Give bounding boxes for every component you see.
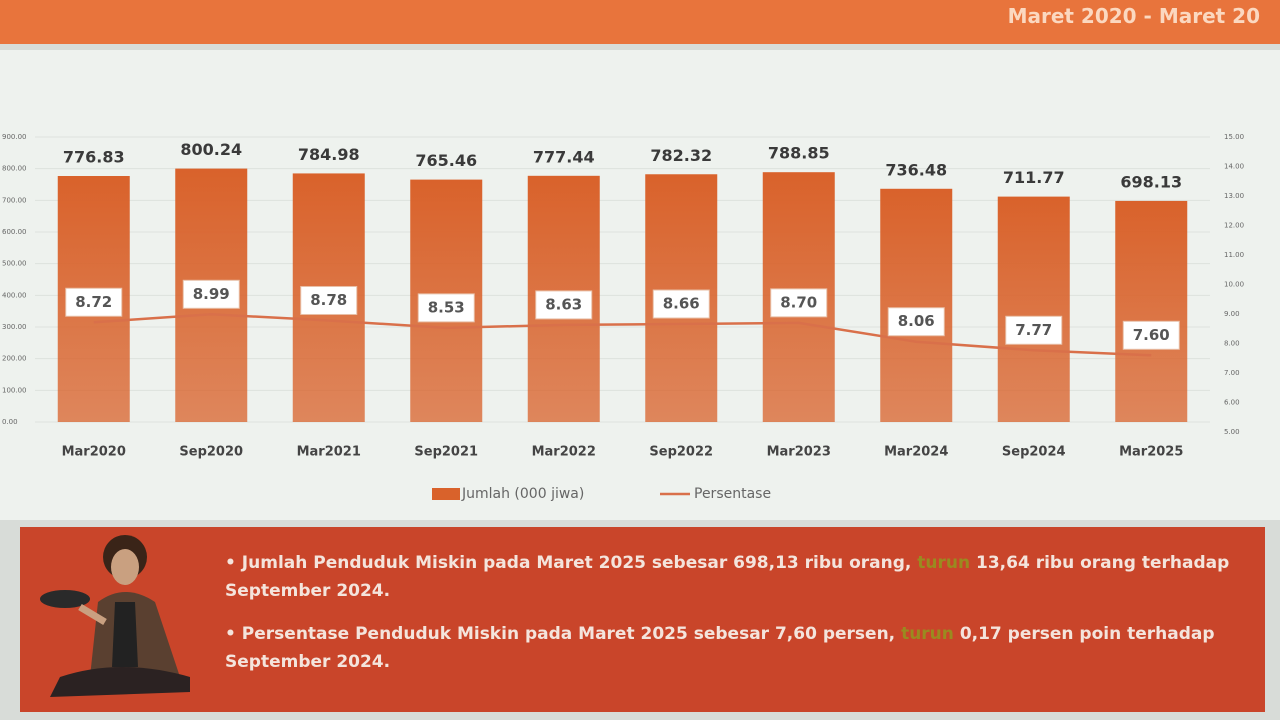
- y-tick-label: 500.00: [2, 260, 27, 268]
- y2-tick-label: 13.00: [1224, 192, 1244, 200]
- y2-tick-label: 8.00: [1224, 340, 1240, 348]
- line-value-label: 8.72: [75, 293, 112, 311]
- bar-value-label: 800.24: [180, 140, 242, 159]
- legend-label: Persentase: [694, 486, 771, 502]
- line-value-label: 8.70: [780, 293, 817, 311]
- y2-tick-label: 10.00: [1224, 281, 1244, 289]
- y2-tick-label: 14.00: [1224, 163, 1244, 171]
- illustration: [40, 535, 190, 697]
- y2-tick-label: 9.00: [1224, 310, 1240, 318]
- x-tick-label: Sep2024: [1002, 445, 1066, 460]
- chart: 0.00 100.00 200.00 300.00 400.00 500.00 600.00…: [0, 50, 1280, 520]
- line-value-label: 7.60: [1133, 326, 1170, 344]
- line-value-label: 8.99: [193, 285, 230, 303]
- line-label-box: [652, 289, 710, 319]
- note-text: 13,64 ribu orang terhadap September 2024…: [225, 553, 1230, 601]
- note-text: Jumlah Penduduk Miskin pada Maret 2025 s…: [241, 553, 912, 573]
- line-label-box: [65, 287, 123, 317]
- x-tick-label: Mar2020: [62, 445, 126, 460]
- x-tick-label: Mar2025: [1119, 445, 1183, 460]
- legend-swatch: [432, 488, 460, 500]
- x-tick-label: Sep2022: [649, 445, 713, 460]
- y2-tick-label: 7.00: [1224, 369, 1240, 377]
- note-highlight: turun: [901, 624, 954, 644]
- y-tick-label: 200.00: [2, 355, 27, 363]
- bar-value-label: 711.77: [1003, 168, 1065, 187]
- x-tick-label: Mar2022: [532, 445, 596, 460]
- bar-value-label: 776.83: [63, 148, 125, 167]
- y-tick-label: 600.00: [2, 228, 27, 236]
- bar-value-label: 782.32: [650, 146, 712, 165]
- y2-tick-label: 6.00: [1224, 399, 1240, 407]
- bar-value-label: 784.98: [298, 145, 360, 164]
- line-value-label: 8.53: [428, 298, 465, 316]
- legend-label: Jumlah (000 jiwa): [461, 486, 584, 502]
- bar-value-label: 788.85: [768, 144, 830, 163]
- line-label-box: [770, 288, 828, 318]
- line-label-box: [417, 293, 475, 323]
- summary-panel: • Jumlah Penduduk Miskin pada Maret 2025…: [20, 527, 1265, 712]
- bar: [1115, 200, 1188, 422]
- x-tick-label: Mar2023: [767, 445, 831, 460]
- line-label-box: [535, 290, 593, 320]
- y-tick-label: 0.00: [2, 418, 18, 426]
- y-tick-label: 900.00: [2, 133, 27, 141]
- y-tick-label: 400.00: [2, 291, 27, 299]
- y2-tick-label: 11.00: [1224, 251, 1244, 259]
- line-value-label: 8.78: [310, 291, 347, 309]
- bar-value-label: 736.48: [885, 160, 947, 179]
- x-tick-label: Sep2020: [179, 445, 243, 460]
- y-tick-label: 700.00: [2, 196, 27, 204]
- line-value-label: 8.66: [663, 295, 700, 313]
- bar: [880, 188, 953, 422]
- note: • Jumlah Penduduk Miskin pada Maret 2025…: [225, 553, 1230, 601]
- note-highlight: turun: [917, 553, 971, 573]
- bar-value-label: 765.46: [415, 151, 477, 170]
- note-text: Persentase Penduduk Miskin pada Maret 20…: [241, 624, 896, 644]
- x-tick-label: Mar2021: [297, 445, 361, 460]
- header-bar: Maret 2020 - Maret 20: [0, 0, 1280, 44]
- line: [93, 313, 1152, 357]
- line-value-label: 8.63: [545, 295, 582, 313]
- line-label-box: [182, 279, 240, 309]
- bar-value-label: 698.13: [1120, 172, 1182, 191]
- header-title: Maret 2020 - Maret 20: [1007, 4, 1260, 28]
- bar-value-label: 777.44: [533, 147, 595, 166]
- y2-tick-label: 12.00: [1224, 222, 1244, 230]
- y-tick-label: 800.00: [2, 165, 27, 173]
- line-label-box: [1005, 315, 1063, 345]
- x-tick-label: Sep2021: [414, 445, 478, 460]
- bar: [997, 196, 1070, 422]
- line-label-box: [300, 285, 358, 315]
- y-tick-label: 300.00: [2, 323, 27, 331]
- line-label-box: [887, 307, 945, 337]
- y-tick-label: 100.00: [2, 386, 27, 394]
- x-tick-label: Mar2024: [884, 445, 948, 460]
- note: • Persentase Penduduk Miskin pada Maret …: [225, 624, 1215, 672]
- line-label-box: [1122, 320, 1180, 350]
- line-value-label: 7.77: [1015, 321, 1052, 339]
- line-value-label: 8.06: [898, 312, 935, 330]
- y2-tick-label: 15.00: [1224, 133, 1244, 141]
- y2-tick-label: 5.00: [1224, 428, 1240, 436]
- note-text: 0,17 persen poin terhadap September 2024…: [225, 624, 1215, 672]
